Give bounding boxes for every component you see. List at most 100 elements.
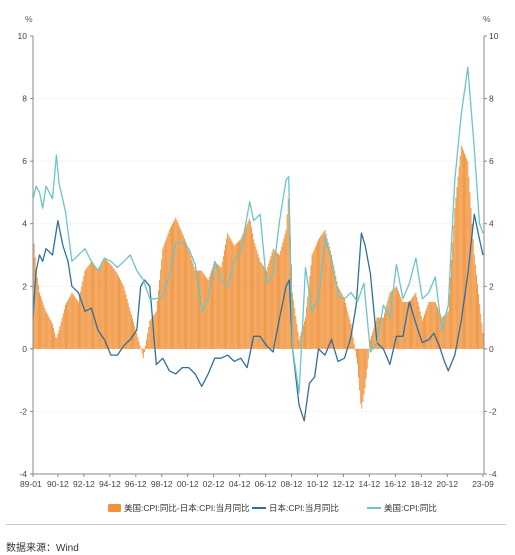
y-tick-label-right: 8 [489, 94, 494, 104]
bar [385, 309, 387, 349]
bar [359, 348, 361, 391]
bar [334, 270, 336, 349]
bar [76, 300, 78, 349]
y-tick-label-left: 4 [22, 219, 27, 229]
bar [110, 264, 112, 349]
y-tick-label-left: 2 [22, 281, 27, 291]
bar [46, 313, 48, 349]
bar [263, 267, 265, 349]
bar [228, 235, 230, 349]
bar [473, 255, 475, 349]
bar [50, 321, 52, 349]
bar [185, 240, 186, 349]
bar [266, 270, 268, 349]
series-line-2 [32, 66, 484, 394]
bar [80, 291, 82, 349]
bar [119, 277, 120, 349]
bar [372, 332, 374, 349]
bar [44, 308, 46, 349]
bar [94, 265, 96, 349]
bar [187, 246, 189, 349]
bar [71, 292, 73, 349]
bar [57, 333, 59, 349]
bar [54, 332, 56, 349]
bar [255, 246, 257, 349]
bar [115, 272, 117, 349]
bar [346, 307, 348, 349]
bar [480, 313, 482, 349]
bar [124, 290, 126, 349]
bar [469, 192, 471, 349]
bar [386, 305, 388, 349]
bar [60, 321, 62, 349]
bar [347, 311, 349, 349]
bar [214, 261, 216, 349]
legend-swatch-bar [108, 504, 121, 512]
bar [176, 220, 178, 349]
bar [177, 222, 179, 349]
bar [132, 318, 133, 349]
bar [388, 296, 390, 349]
bar [433, 301, 435, 349]
bar [157, 290, 159, 349]
bar [422, 317, 424, 349]
bar [439, 312, 441, 349]
bar [424, 314, 425, 349]
bar [456, 187, 458, 349]
bar [72, 294, 74, 349]
bar [229, 237, 231, 349]
bar [100, 264, 102, 349]
bar [481, 323, 483, 349]
bar [193, 266, 195, 349]
bar [393, 288, 395, 349]
bar [170, 225, 172, 349]
bar [446, 312, 448, 349]
bar [127, 302, 129, 349]
bar [88, 264, 90, 349]
bar [130, 314, 132, 349]
bar [226, 238, 228, 349]
bar [191, 259, 193, 349]
bar [267, 266, 269, 349]
bar [352, 337, 354, 349]
bar [48, 317, 50, 349]
x-tick-label: 14-12 [359, 479, 381, 489]
bar [453, 225, 455, 349]
bar [408, 301, 410, 349]
bar [233, 245, 235, 349]
bar [102, 260, 104, 349]
bar [261, 264, 263, 349]
y-tick-label-right: 0 [489, 344, 494, 354]
bar [332, 260, 334, 349]
bar [145, 345, 146, 349]
bar [245, 226, 247, 349]
bar [35, 270, 37, 349]
bar [461, 148, 463, 349]
bar [349, 319, 351, 349]
bar [183, 238, 185, 349]
bar [390, 291, 392, 349]
bar [251, 227, 252, 349]
bar [398, 291, 400, 349]
bar [83, 275, 85, 349]
bar [108, 262, 110, 349]
bar [82, 281, 84, 349]
bar [265, 269, 266, 349]
x-tick-label: 04-12 [229, 479, 251, 489]
bar [196, 270, 198, 349]
data-source-note: 数据来源：Wind [6, 543, 79, 554]
bar [217, 264, 219, 349]
bar [440, 314, 442, 349]
bar [195, 270, 197, 349]
bar [52, 323, 53, 349]
bar [479, 303, 481, 349]
x-tick-label: 23-09 [472, 479, 494, 489]
bar [326, 238, 328, 349]
bar [188, 248, 190, 349]
bar [225, 244, 226, 349]
bar [444, 314, 446, 349]
bar [180, 230, 182, 349]
bar [296, 323, 298, 349]
bar [61, 317, 63, 349]
gridlines [33, 98, 484, 475]
